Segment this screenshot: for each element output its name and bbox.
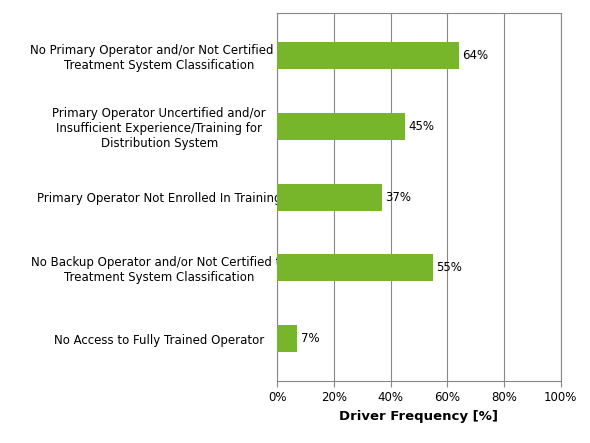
Bar (277, 325, 297, 352)
Text: 37%: 37% (385, 190, 411, 204)
Text: 7%: 7% (300, 332, 319, 345)
Bar (277, 113, 405, 140)
Bar (277, 184, 382, 210)
Text: 45%: 45% (408, 120, 434, 133)
Text: 64%: 64% (462, 49, 488, 62)
Bar (277, 254, 433, 281)
Text: 55%: 55% (437, 261, 463, 274)
Bar (277, 42, 458, 69)
X-axis label: Driver Frequency [%]: Driver Frequency [%] (339, 410, 499, 423)
